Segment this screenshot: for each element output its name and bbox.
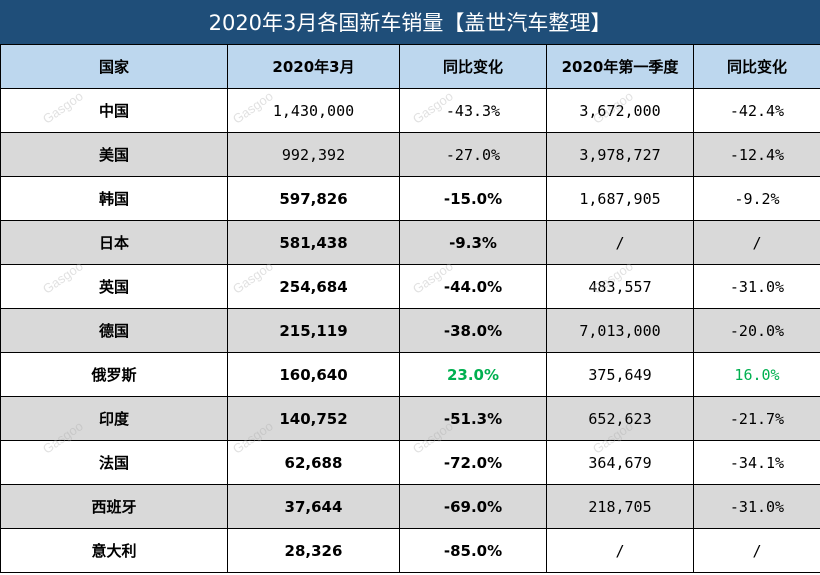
country-cell: 英国: [0, 264, 228, 309]
march-yoy-cell: 23.0%: [399, 352, 547, 397]
q1-yoy-cell: /: [693, 528, 820, 573]
q1-yoy-cell: 16.0%: [693, 352, 820, 397]
table-row: 日本 581,438 -9.3% / /: [0, 220, 820, 265]
q1-cell: /: [546, 220, 694, 265]
march-cell: 62,688: [227, 440, 400, 485]
march-cell: 254,684: [227, 264, 400, 309]
q1-yoy-cell: -20.0%: [693, 308, 820, 353]
q1-cell: 364,679: [546, 440, 694, 485]
q1-yoy-cell: -12.4%: [693, 132, 820, 177]
q1-yoy-cell: -34.1%: [693, 440, 820, 485]
q1-cell: 483,557: [546, 264, 694, 309]
sales-table: 国家 2020年3月 同比变化 2020年第一季度 同比变化 中国 1,430,…: [0, 44, 820, 573]
table-row: 中国 1,430,000 -43.3% 3,672,000 -42.4%: [0, 88, 820, 133]
march-cell: 140,752: [227, 396, 400, 441]
country-cell: 意大利: [0, 528, 228, 573]
country-cell: 中国: [0, 88, 228, 133]
march-cell: 28,326: [227, 528, 400, 573]
country-cell: 法国: [0, 440, 228, 485]
header-country: 国家: [0, 44, 228, 89]
march-cell: 37,644: [227, 484, 400, 529]
q1-cell: 652,623: [546, 396, 694, 441]
q1-yoy-cell: -42.4%: [693, 88, 820, 133]
q1-cell: 375,649: [546, 352, 694, 397]
table-row: 法国 62,688 -72.0% 364,679 -34.1%: [0, 440, 820, 485]
country-cell: 印度: [0, 396, 228, 441]
country-cell: 西班牙: [0, 484, 228, 529]
march-cell: 992,392: [227, 132, 400, 177]
q1-yoy-cell: -9.2%: [693, 176, 820, 221]
march-yoy-cell: -15.0%: [399, 176, 547, 221]
header-q1: 2020年第一季度: [546, 44, 694, 89]
table-row: 英国 254,684 -44.0% 483,557 -31.0%: [0, 264, 820, 309]
march-cell: 581,438: [227, 220, 400, 265]
q1-cell: 218,705: [546, 484, 694, 529]
country-cell: 日本: [0, 220, 228, 265]
country-cell: 俄罗斯: [0, 352, 228, 397]
header-q1-yoy: 同比变化: [693, 44, 820, 89]
march-yoy-cell: -9.3%: [399, 220, 547, 265]
q1-cell: 3,672,000: [546, 88, 694, 133]
march-cell: 215,119: [227, 308, 400, 353]
table-title: 2020年3月各国新车销量【盖世汽车整理】: [0, 0, 820, 44]
q1-yoy-cell: -31.0%: [693, 484, 820, 529]
march-cell: 597,826: [227, 176, 400, 221]
table-row: 印度 140,752 -51.3% 652,623 -21.7%: [0, 396, 820, 441]
q1-yoy-cell: /: [693, 220, 820, 265]
march-yoy-cell: -43.3%: [399, 88, 547, 133]
march-yoy-cell: -69.0%: [399, 484, 547, 529]
q1-cell: 1,687,905: [546, 176, 694, 221]
country-cell: 美国: [0, 132, 228, 177]
table-row: 韩国 597,826 -15.0% 1,687,905 -9.2%: [0, 176, 820, 221]
header-row: 国家 2020年3月 同比变化 2020年第一季度 同比变化: [0, 44, 820, 89]
table-row: 德国 215,119 -38.0% 7,013,000 -20.0%: [0, 308, 820, 353]
country-cell: 德国: [0, 308, 228, 353]
q1-cell: /: [546, 528, 694, 573]
march-yoy-cell: -51.3%: [399, 396, 547, 441]
table-row: 俄罗斯 160,640 23.0% 375,649 16.0%: [0, 352, 820, 397]
q1-cell: 3,978,727: [546, 132, 694, 177]
march-yoy-cell: -85.0%: [399, 528, 547, 573]
q1-yoy-cell: -31.0%: [693, 264, 820, 309]
march-cell: 1,430,000: [227, 88, 400, 133]
header-march: 2020年3月: [227, 44, 400, 89]
table-row: 美国 992,392 -27.0% 3,978,727 -12.4%: [0, 132, 820, 177]
table-row: 意大利 28,326 -85.0% / /: [0, 528, 820, 573]
q1-yoy-cell: -21.7%: [693, 396, 820, 441]
q1-cell: 7,013,000: [546, 308, 694, 353]
march-cell: 160,640: [227, 352, 400, 397]
header-march-yoy: 同比变化: [399, 44, 547, 89]
march-yoy-cell: -27.0%: [399, 132, 547, 177]
country-cell: 韩国: [0, 176, 228, 221]
march-yoy-cell: -38.0%: [399, 308, 547, 353]
march-yoy-cell: -44.0%: [399, 264, 547, 309]
march-yoy-cell: -72.0%: [399, 440, 547, 485]
table-row: 西班牙 37,644 -69.0% 218,705 -31.0%: [0, 484, 820, 529]
